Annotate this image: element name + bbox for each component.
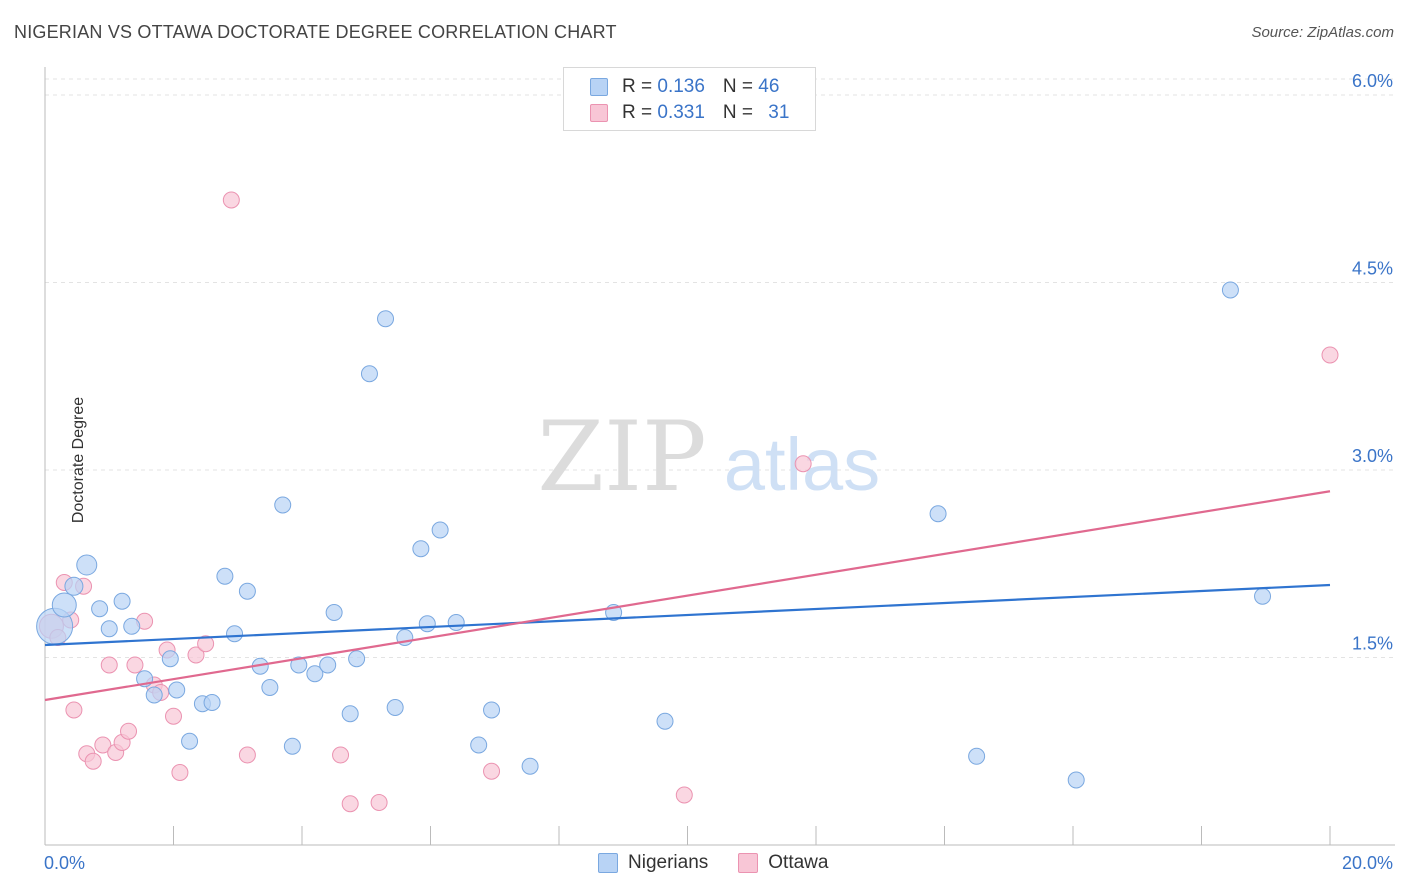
gridlines bbox=[45, 78, 1395, 658]
ottawa-point bbox=[94, 736, 112, 754]
nigerians-point bbox=[76, 554, 98, 576]
nigerians-point bbox=[161, 650, 179, 668]
y-tick-label: 1.5% bbox=[1352, 634, 1393, 654]
legend-n-value-nigerians: 46 bbox=[758, 76, 780, 97]
bottom-legend-label-ottawa: Ottawa bbox=[768, 852, 829, 873]
nigerians-point bbox=[521, 757, 539, 775]
legend-n-value-ottawa: 31 bbox=[768, 102, 790, 123]
ottawa-trend-line bbox=[44, 490, 1331, 702]
legend-row-nigerians: R = 0.136 N = 46 bbox=[590, 76, 779, 98]
legend-r-value-ottawa: 0.331 bbox=[657, 102, 705, 123]
y-tick-label: 6.0% bbox=[1352, 71, 1393, 91]
legend-r-label: R = bbox=[622, 76, 658, 97]
nigerians-point bbox=[51, 592, 77, 618]
nigerians-point bbox=[656, 712, 674, 730]
legend-n-label: N = bbox=[722, 102, 759, 123]
ottawa-point bbox=[370, 794, 388, 811]
x-tick-label-min: 0.0% bbox=[44, 853, 85, 873]
nigerians-point bbox=[100, 620, 118, 638]
nigerians-point bbox=[418, 615, 436, 633]
legend-r-value-nigerians: 0.136 bbox=[657, 76, 705, 97]
ottawa-point bbox=[126, 656, 144, 674]
nigerians-point bbox=[261, 679, 279, 696]
bottom-legend-swatch-nigerians bbox=[598, 853, 618, 873]
ottawa-point bbox=[65, 701, 83, 719]
ottawa-point bbox=[332, 746, 350, 764]
nigerians-point bbox=[216, 567, 234, 585]
legend-r-label: R = bbox=[622, 102, 658, 123]
ottawa-point bbox=[675, 786, 693, 804]
nigerians-point bbox=[1221, 281, 1239, 299]
ottawa-point bbox=[1321, 346, 1339, 364]
nigerians-point bbox=[238, 582, 256, 600]
nigerians-point bbox=[319, 656, 337, 674]
nigerians-point bbox=[123, 617, 141, 635]
legend-n-label: N = bbox=[722, 76, 759, 97]
trend-lines bbox=[44, 490, 1331, 702]
legend-swatch-ottawa bbox=[590, 104, 608, 122]
ottawa-point bbox=[100, 656, 118, 674]
nigerians-point bbox=[91, 600, 109, 618]
nigerians-point bbox=[274, 496, 292, 514]
nigerians-point bbox=[377, 310, 395, 328]
ottawa-point bbox=[165, 707, 182, 725]
y-tick-label: 3.0% bbox=[1352, 446, 1393, 466]
nigerians-point bbox=[348, 650, 366, 668]
bottom-legend: Nigerians Ottawa bbox=[598, 852, 828, 874]
nigerians-point bbox=[483, 701, 501, 719]
nigerians-point bbox=[325, 604, 343, 621]
legend-swatch-nigerians bbox=[590, 78, 608, 96]
ottawa-point bbox=[120, 722, 138, 740]
nigerians-point bbox=[1254, 587, 1272, 605]
nigerians-point bbox=[203, 694, 221, 711]
chart-title: NIGERIAN VS OTTAWA DOCTORATE DEGREE CORR… bbox=[14, 22, 617, 42]
bottom-legend-swatch-ottawa bbox=[738, 853, 759, 873]
nigerians-point bbox=[386, 699, 404, 716]
nigerians-point bbox=[412, 540, 430, 558]
nigerians-point bbox=[290, 656, 308, 674]
nigerians-point bbox=[341, 705, 359, 723]
y-tick-label: 4.5% bbox=[1352, 259, 1393, 279]
ottawa-point bbox=[222, 191, 240, 209]
nigerians-point bbox=[283, 737, 301, 755]
legend-box: R = 0.136 N = 46 R = 0.331 N = 31 bbox=[563, 67, 816, 131]
nigerians-point bbox=[968, 747, 986, 765]
nigerians-point bbox=[470, 736, 488, 754]
ottawa-point bbox=[794, 455, 812, 473]
nigerians-point bbox=[447, 614, 465, 631]
nigerians-point bbox=[306, 665, 324, 683]
nigerians-point bbox=[1067, 771, 1085, 789]
tick-labels: 1.5% 3.0% 4.5% 6.0% 0.0% 20.0% bbox=[44, 71, 1393, 873]
nigerians-point bbox=[360, 365, 378, 383]
ottawa-point bbox=[84, 752, 102, 770]
y-axis-label: Doctorate Degree bbox=[70, 396, 88, 524]
nigerians-point bbox=[181, 732, 199, 750]
ottawa-point bbox=[197, 635, 215, 653]
bottom-legend-label-nigerians: Nigerians bbox=[628, 852, 709, 873]
nigerians-point bbox=[929, 505, 947, 523]
nigerians-point bbox=[145, 686, 163, 704]
nigerians-point bbox=[168, 681, 186, 699]
watermark-zip: ZIP bbox=[537, 401, 706, 513]
nigerians-point bbox=[431, 521, 449, 539]
x-tick-label-max: 20.0% bbox=[1342, 853, 1393, 873]
nigerians-trend-line bbox=[44, 583, 1331, 647]
ottawa-point bbox=[187, 646, 205, 664]
ottawa-point bbox=[341, 795, 359, 813]
legend-row-ottawa: R = 0.331 N = 31 bbox=[590, 102, 789, 124]
ottawa-point bbox=[238, 746, 256, 764]
nigerians-points bbox=[36, 281, 1272, 789]
axes bbox=[44, 67, 1395, 846]
nigerians-point bbox=[64, 576, 84, 596]
ottawa-point bbox=[483, 762, 501, 780]
ottawa-point bbox=[171, 764, 189, 781]
source-label: Source: ZipAtlas.com bbox=[1251, 24, 1394, 41]
nigerians-point bbox=[113, 592, 131, 610]
nigerians-point bbox=[226, 625, 244, 643]
